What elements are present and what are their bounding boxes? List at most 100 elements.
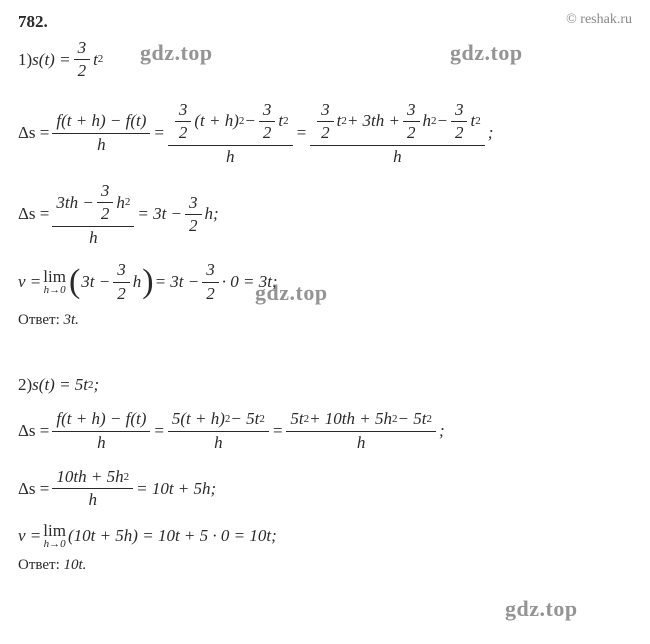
n: 3: [259, 100, 276, 122]
answer-value: 10t.: [64, 557, 87, 573]
part2-delta-line2: Δs = 10th + 5h2 h = 10t + 5h;: [18, 467, 632, 511]
fraction: 5(t + h)2 − 5t2 h: [168, 409, 269, 453]
fraction: 32: [202, 260, 219, 304]
lim-top: lim: [43, 523, 66, 539]
part2-function: 2) s(t) = 5t2 ;: [18, 375, 632, 395]
d: 2: [175, 122, 192, 143]
problem-number: 782.: [18, 12, 632, 32]
inner: (10t + 5h) = 10t + 5 · 0 = 10t;: [68, 526, 277, 546]
numerator: f(t + h) − f(t): [52, 409, 150, 431]
rhs-a: = 3t −: [155, 272, 200, 292]
exponent: 2: [98, 53, 104, 66]
part1-delta-line2: Δs = 3th − 32 h2 h = 3t − 32 h;: [18, 181, 632, 248]
c: − 5t: [397, 409, 426, 429]
d: 2: [259, 122, 276, 143]
b: −: [244, 111, 255, 131]
denominator: h: [93, 134, 110, 155]
lim-bot: h→0: [44, 285, 66, 295]
part2-velocity: v = lim h→0 (10t + 5h) = 10t + 5 · 0 = 1…: [18, 523, 632, 550]
n: 3: [403, 100, 420, 122]
semicolon: ;: [488, 123, 494, 143]
a: 5t: [290, 409, 303, 429]
part1-label: 1): [18, 50, 32, 70]
denominator: h: [85, 227, 102, 248]
fraction: 10th + 5h2 h: [52, 467, 133, 511]
n: 3: [185, 193, 202, 215]
a: (t + h): [194, 111, 239, 131]
denominator: h: [93, 432, 110, 453]
n: 3: [317, 100, 334, 122]
fraction: 5t2 + 10th + 5h2 − 5t2 h: [286, 409, 436, 453]
inner-b: h: [133, 272, 142, 292]
b: + 10th + 5h: [309, 409, 392, 429]
inner-frac: 32: [259, 100, 276, 144]
inner-frac: 32: [175, 100, 192, 144]
equals: =: [153, 421, 164, 441]
n: 3: [202, 260, 219, 282]
part1-delta-line1: Δs = f(t + h) − f(t) h = 32 (t + h)2 − 3…: [18, 100, 632, 167]
fraction: 32: [113, 260, 130, 304]
d: −: [437, 111, 448, 131]
semicolon: ;: [439, 421, 445, 441]
c: h: [423, 111, 432, 131]
n: 3: [175, 100, 192, 122]
part1-function: 1) s(t) = 3 2 t2: [18, 38, 632, 82]
copyright-text: © reshak.ru: [566, 12, 632, 28]
fraction: f(t + h) − f(t) h: [52, 111, 150, 155]
denominator: h: [222, 146, 239, 167]
exp: 2: [125, 196, 131, 209]
b: h: [116, 193, 125, 213]
func: s(t) = 5t: [32, 375, 88, 395]
denominator: h: [84, 489, 101, 510]
inner-frac: 32: [403, 100, 420, 144]
answer-label: Ответ:: [18, 557, 64, 573]
d: 2: [202, 283, 219, 304]
numerator: 3: [74, 38, 91, 60]
d: 2: [113, 283, 130, 304]
n: 3: [451, 100, 468, 122]
equals: =: [272, 421, 283, 441]
lim-top: lim: [43, 269, 66, 285]
semi: ;: [94, 375, 100, 395]
delta-label: Δs =: [18, 479, 49, 499]
a: 3th −: [56, 193, 93, 213]
n: 3: [97, 181, 114, 203]
denominator: h: [210, 432, 227, 453]
func-lhs: s(t) =: [32, 50, 70, 70]
d: 2: [451, 122, 468, 143]
equals: =: [296, 123, 307, 143]
rhs: = 10t + 5h;: [136, 479, 216, 499]
rhs-b: h;: [205, 204, 219, 224]
d: 2: [317, 122, 334, 143]
limit: lim h→0: [43, 269, 66, 296]
numerator: 5(t + h)2 − 5t2: [168, 409, 269, 431]
answer-label: Ответ:: [18, 312, 64, 328]
exp: 2: [259, 413, 265, 426]
rhs-a: = 3t −: [137, 204, 182, 224]
rhs-b: · 0 = 3t;: [222, 272, 278, 292]
fraction: 3 2: [74, 38, 91, 82]
inner-frac: 32: [451, 100, 468, 144]
inner-a: 3t −: [81, 272, 110, 292]
part1-velocity: v = lim h→0 ( 3t − 32 h ) = 3t − 32 · 0 …: [18, 260, 632, 304]
exp: 2: [426, 413, 432, 426]
delta-label: Δs =: [18, 421, 49, 441]
lim-bot: h→0: [44, 539, 66, 549]
fraction: 32: [185, 193, 202, 237]
numerator: f(t + h) − f(t): [52, 111, 150, 133]
inner-frac: 32: [317, 100, 334, 144]
delta-label: Δs =: [18, 123, 49, 143]
numerator: 32 (t + h)2 − 32 t2: [168, 100, 293, 146]
d: 2: [97, 203, 114, 224]
b: + 3th +: [347, 111, 400, 131]
v-label: v =: [18, 272, 41, 292]
part2-label: 2): [18, 375, 32, 395]
v-label: v =: [18, 526, 41, 546]
denominator: 2: [74, 60, 91, 81]
fraction: 3th − 32 h2 h: [52, 181, 134, 248]
d: 2: [185, 215, 202, 236]
answer-value: 3t.: [64, 312, 79, 328]
delta-label: Δs =: [18, 204, 49, 224]
a: 10th + 5h: [56, 467, 123, 487]
fraction: f(t + h) − f(t) h: [52, 409, 150, 453]
